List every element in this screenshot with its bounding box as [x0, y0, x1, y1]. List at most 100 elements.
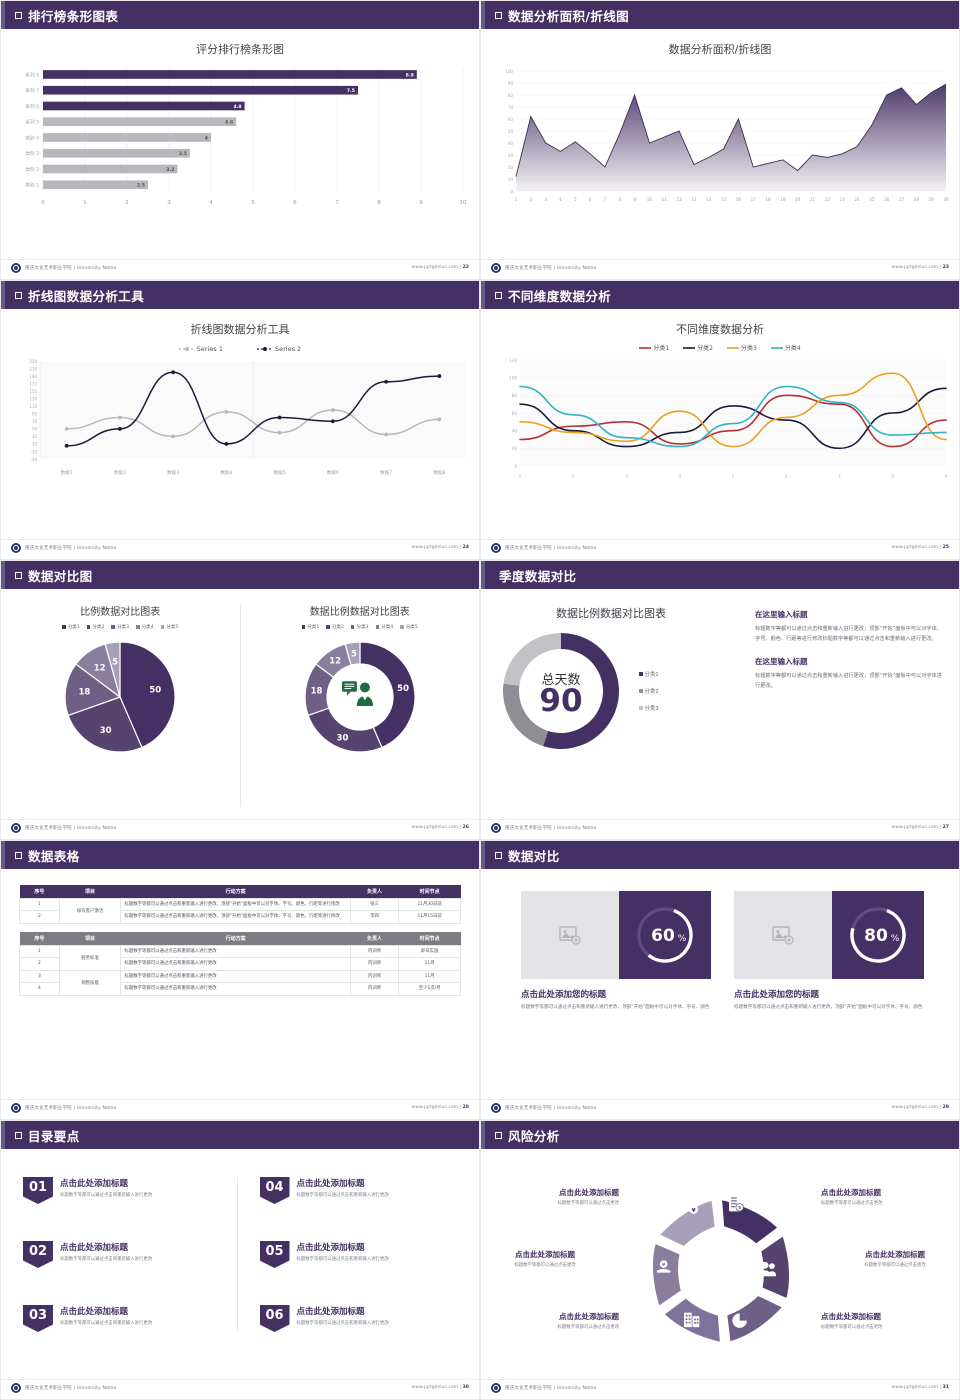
slide-area-line[interactable]: 数据分析面积/折线图 数据分析面积/折线图 0 10 20 30 40 50 60 70 80 9… [480, 0, 960, 280]
slide-catalog[interactable]: 目录要点 01 点击此处添加标题 标题数字等都可以通过点击和重新输入进行更改 02 点击… [0, 1120, 480, 1400]
risk-item[interactable]: 点击此处添加标题 标题数字等都可以通过点击更改 [821, 1311, 937, 1330]
legend-item[interactable]: 分类5 [400, 624, 418, 630]
legend-item[interactable]: Series 1 [178, 345, 223, 353]
table-row[interactable]: 1 保有客户激活 标题数字等都可以通过点击和重新输入进行更改，顶部“开始”面板中可以… [19, 897, 461, 924]
slide-line-tool[interactable]: 折线图数据分析工具 折线图数据分析工具 Series 1 Series 2 23… [0, 280, 480, 560]
slide-data-comparison-pies[interactable]: 数据对比图 比例数据对比图表 分类1 分类2 分类3 分类4 分类5 50 30 18 12 5… [0, 560, 480, 840]
catalog-item[interactable]: 06 点击此处添加标题 标题数字等都可以通过点击和重新输入进行更改 [259, 1305, 458, 1332]
catalog-item-title: 点击此处添加标题 [60, 1243, 129, 1253]
table-row[interactable]: 4 标题数字等都可以通过点击和重新输入进行更改 内训师 至少1次/月 [19, 982, 461, 996]
data-table-secondary[interactable]: 序号 项目 行动方案 负责人 时间节点 1 服务标准 标题数字等都可以通过点击和重新输入进行更… [19, 931, 461, 996]
slide-multi-dimension[interactable]: 不同维度数据分析 不同维度数据分析 分类1 分类2 分类3 分类4 0 20 40 6… [480, 280, 960, 560]
svg-text:3: 3 [625, 474, 628, 479]
slide-quarterly-comparison[interactable]: 季度数据对比 数据比例数据对比图表 总天数 90 分类1 分类2 分类3 [480, 560, 960, 840]
legend-label: 分类5 [166, 625, 179, 630]
svg-text:18: 18 [310, 686, 322, 696]
legend-swatch-icon [400, 625, 404, 629]
legend-item[interactable]: 分类2 [86, 624, 104, 630]
legend-item[interactable]: 分类1 [639, 670, 659, 678]
footer-org: 重庆文化艺术职业学院 | University Name [25, 1105, 117, 1111]
svg-text:3.2: 3.2 [166, 167, 174, 173]
legend-item[interactable]: 分类1 [301, 624, 319, 630]
legend-label: 分类1 [644, 672, 659, 678]
table-row[interactable]: 2 标题数字等都可以通过点击和重新输入进行更改 内训师 11月 [19, 957, 461, 971]
legend-label: 分类2 [697, 345, 713, 352]
svg-text:5: 5 [732, 474, 735, 479]
chart-title: 评分排行榜条形图 [196, 43, 284, 56]
legend-marker-icon [178, 347, 195, 351]
catalog-column-left: 01 点击此处添加标题 标题数字等都可以通过点击和重新输入进行更改 02 点击此处添加标… [23, 1177, 238, 1332]
legend-item[interactable]: 分类2 [683, 343, 713, 352]
catalog-item-title: 点击此处添加标题 [296, 1307, 365, 1317]
slide-header: 数据对比图 [1, 561, 479, 589]
add-image-icon [772, 926, 794, 945]
legend-swatch-icon [136, 625, 140, 629]
table-row[interactable]: 2 标题数字等都可以通过点击和重新输入进行更改，顶部“开始”面板中可以对字体、字号… [19, 910, 461, 924]
svg-text:100: 100 [505, 69, 513, 74]
chart-legend: Series 1 Series 2 [1, 345, 479, 353]
svg-text:5: 5 [574, 197, 577, 202]
table-row[interactable]: 3 销售技能 标题数字等都可以通过点击和重新输入进行更改 内训师 11月 [19, 969, 461, 996]
svg-text:30: 30 [336, 733, 348, 743]
page-number: 25 [942, 545, 949, 550]
risk-item[interactable]: 点击此处添加标题 标题数字等都可以通过点击更改 [503, 1311, 619, 1330]
percentage-card[interactable]: 60 % 点击此处添加您的标题 标题数字等都可以通过点击和重新输入进行更改，顶部… [521, 891, 716, 1012]
slide-risk-analysis[interactable]: 风险分析 ¥ $ ¥ [480, 1120, 960, 1400]
slide-percentage-comparison[interactable]: 数据对比 [480, 840, 960, 1120]
percentage-card[interactable]: 80 % 点击此处添加您的标题 标题数字等都可以通过点击和重新输入进行更改，顶部… [734, 891, 929, 1012]
image-placeholder[interactable] [521, 891, 619, 979]
legend-item[interactable]: 分类3 [639, 704, 659, 712]
catalog-item[interactable]: 04 点击此处添加标题 标题数字等都可以通过点击和重新输入进行更改 [259, 1177, 458, 1204]
catalog-item[interactable]: 03 点击此处添加标题 标题数字等都可以通过点击和重新输入进行更改 [23, 1305, 221, 1332]
risk-item[interactable]: 点击此处添加标题 标题数字等都可以通过点击更改 [837, 1249, 953, 1268]
legend-item[interactable]: 分类3 [727, 343, 757, 352]
legend-swatch-icon [62, 625, 66, 629]
page-number: 26 [462, 825, 469, 830]
slide-header: 季度数据对比 [481, 561, 959, 589]
footer-org: 重庆文化艺术职业学院 | University Name [505, 825, 597, 831]
catalog-item-desc: 标题数字等都可以通过点击和重新输入进行更改 [60, 1193, 153, 1198]
slide-footer: 重庆文化艺术职业学院 | University Name www.pptgeni… [481, 539, 959, 555]
slide-data-table[interactable]: 数据表格 序号 项目 行动方案 负责人 时间节点 1 保有客户激活 标题数字等都可以通过点击和… [0, 840, 480, 1120]
svg-text:30: 30 [508, 153, 514, 158]
catalog-item[interactable]: 01 点击此处添加标题 标题数字等都可以通过点击和重新输入进行更改 [23, 1177, 221, 1204]
catalog-item[interactable]: 05 点击此处添加标题 标题数字等都可以通过点击和重新输入进行更改 [259, 1241, 458, 1268]
legend-item[interactable]: 分类4 [770, 343, 801, 352]
legend-item[interactable]: 分类2 [326, 624, 344, 630]
svg-text:类别 2: 类别 2 [25, 166, 39, 173]
svg-text:4: 4 [205, 135, 208, 141]
footer-site: www.pptgenius.com [891, 545, 939, 550]
data-table-primary[interactable]: 序号 项目 行动方案 负责人 时间节点 1 保有客户激活 标题数字等都可以通过点击和重新输入进… [19, 885, 461, 924]
footer-org: 重庆文化艺术职业学院 | University Name [25, 545, 117, 551]
svg-text:8.9: 8.9 [406, 72, 414, 78]
slide-ranking-bar[interactable]: 排行榜条形图表 评分排行榜条形图 8.9 7.5 4.8 4.6 4 3.5 3.2 2.5 … [0, 0, 480, 280]
card-title: 点击此处添加您的标题 [734, 990, 820, 1000]
table-row[interactable]: 1 服务标准 标题数字等都可以通过点击和重新输入进行更改 内训师 即日实施 [19, 944, 461, 971]
legend-item[interactable]: 分类2 [639, 687, 659, 695]
legend-item[interactable]: 分类4 [136, 624, 154, 630]
catalog-item[interactable]: 02 点击此处添加标题 标题数字等都可以通过点击和重新输入进行更改 [23, 1241, 221, 1268]
legend-item[interactable]: 分类1 [639, 343, 669, 352]
percentage-donut: 60 % [619, 891, 711, 979]
legend-item[interactable]: 分类1 [62, 624, 80, 630]
legend-label: 分类4 [141, 625, 154, 630]
legend-item[interactable]: 分类4 [375, 624, 393, 630]
legend-item[interactable]: Series 2 [257, 345, 301, 353]
text-block-body: 标题数字等都可以通过点击和重新输入进行更改，顶部“开始”面板中可以对字体、字号、… [755, 626, 942, 643]
catalog-number-badge: 04 [259, 1177, 290, 1204]
svg-text:8: 8 [618, 197, 621, 202]
legend-item[interactable]: 分类3 [350, 624, 369, 630]
university-logo-icon [491, 822, 501, 833]
svg-text:10: 10 [647, 197, 653, 202]
slide-header-title: 折线图数据分析工具 [28, 288, 145, 304]
legend-item[interactable]: 分类5 [160, 624, 179, 630]
slide-footer: 重庆文化艺术职业学院 | University Name www.pptgeni… [1, 819, 479, 835]
image-placeholder[interactable] [734, 891, 832, 979]
risk-item[interactable]: 点击此处添加标题 标题数字等都可以通过点击更改 [487, 1249, 603, 1268]
legend-item[interactable]: 分类3 [111, 624, 129, 630]
footer-site: www.pptgenius.com [891, 825, 939, 830]
svg-text:¥: ¥ [692, 1208, 696, 1214]
risk-item[interactable]: 点击此处添加标题 标题数字等都可以通过点击更改 [503, 1187, 619, 1206]
risk-item[interactable]: 点击此处添加标题 标题数字等都可以通过点击更改 [821, 1187, 937, 1206]
